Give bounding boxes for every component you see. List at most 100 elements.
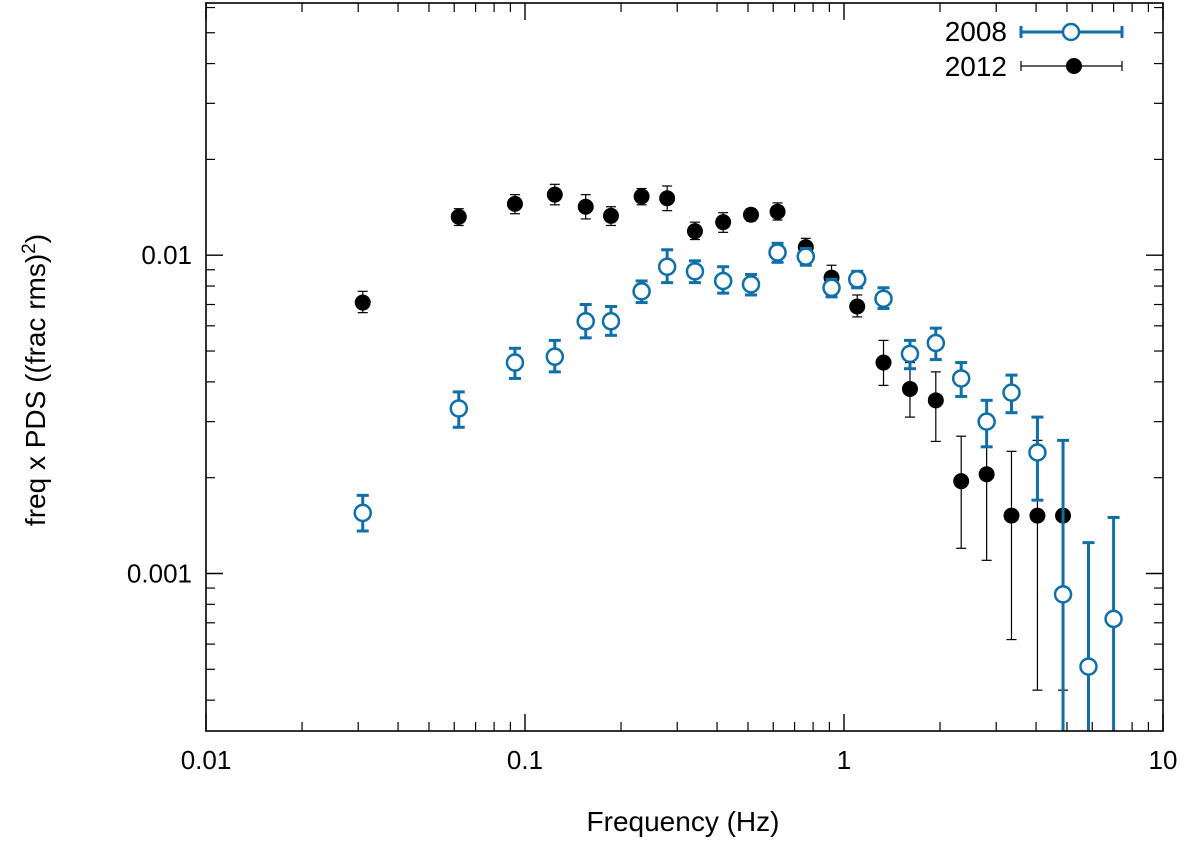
marker-open [632, 282, 651, 301]
data-point-2012 [978, 425, 995, 561]
data-point-2008 [926, 326, 946, 362]
data-point-2012 [546, 183, 563, 206]
data-point-2008 [353, 493, 372, 533]
data-point-2012 [686, 221, 703, 241]
data-point-2008 [713, 265, 733, 295]
data-point-2008 [1002, 373, 1021, 415]
marker-open [977, 412, 996, 431]
marker-filled [1003, 507, 1020, 524]
marker-open [545, 347, 565, 366]
marker-filled [659, 190, 676, 207]
marker-filled [506, 195, 523, 212]
data-point-2008 [847, 269, 867, 290]
data-point-2008 [685, 259, 705, 285]
data-point-2012 [849, 294, 866, 318]
data-point-2008 [576, 303, 595, 340]
data-point-2008 [601, 305, 621, 337]
marker-open [768, 243, 787, 262]
data-point-2012 [953, 435, 970, 549]
y-axis-title-superscript: 2 [19, 243, 40, 254]
marker-open [657, 257, 677, 276]
data-point-2008 [505, 346, 525, 380]
data-point-2008 [449, 390, 469, 429]
marker-open [951, 369, 971, 388]
y-tick-label: 0.01 [141, 240, 192, 270]
data-point-2008 [822, 277, 841, 299]
series-2008 [353, 241, 1123, 731]
data-point-2008 [977, 398, 996, 449]
legend-label-2008: 2008 [945, 16, 1007, 47]
data-point-2012 [769, 202, 786, 221]
y-axis-title-main: freq x PDS ((frac rms) [20, 254, 51, 526]
marker-open [926, 333, 946, 353]
marker-open [449, 399, 469, 418]
data-point-2008 [874, 286, 893, 311]
y-tick-label: 0.001 [127, 558, 192, 588]
marker-open [685, 262, 705, 281]
marker-open [874, 289, 893, 308]
data-point-2012 [875, 339, 892, 386]
data-point-2012 [1003, 450, 1020, 641]
data-point-2012 [354, 290, 371, 314]
marker-open [1028, 443, 1047, 462]
marker-filled [686, 223, 703, 240]
marker-filled [602, 207, 619, 224]
data-point-2008 [657, 248, 677, 285]
marker-open [847, 270, 867, 289]
marker-filled [875, 354, 892, 371]
data-point-2008 [545, 338, 565, 374]
data-point-2008 [768, 241, 787, 264]
marker-filled [450, 208, 467, 225]
marker-filled [849, 298, 866, 315]
marker-filled [577, 198, 594, 215]
marker-open [741, 275, 761, 294]
x-axis-title: Frequency (Hz) [587, 806, 780, 837]
legend-label-2012: 2012 [945, 51, 1007, 82]
marker-open [1002, 383, 1021, 402]
data-point-2008 [951, 361, 971, 398]
marker-filled [633, 188, 650, 205]
data-point-2008 [1028, 415, 1047, 502]
marker-open [353, 503, 372, 523]
marker-filled [927, 392, 944, 409]
data-point-2012 [506, 194, 523, 215]
data-point-2012 [577, 194, 594, 220]
x-tick-label: 1 [837, 745, 851, 775]
data-point-2008 [900, 338, 920, 371]
marker-filled [769, 203, 786, 220]
data-point-2012 [927, 371, 944, 443]
marker-open [1079, 657, 1098, 676]
plot-frame [205, 2, 1164, 732]
marker-filled [953, 473, 970, 490]
marker-open [1053, 585, 1073, 604]
marker-open [1104, 609, 1123, 629]
y-axis-title: freq x PDS ((frac rms)2) [19, 234, 51, 526]
data-point-2008 [1079, 541, 1098, 731]
x-tick-label: 10 [1149, 745, 1178, 775]
marker-open [713, 271, 733, 291]
minor-ticks [206, 3, 1163, 731]
data-point-2012 [715, 212, 732, 233]
marker-open [822, 278, 841, 298]
data-point-2012 [742, 206, 759, 223]
marker-open [601, 312, 621, 331]
x-tick-labels: 0.01 0.1 1 10 [181, 745, 1178, 775]
marker-filled [742, 206, 759, 223]
data-point-2012 [659, 185, 676, 212]
marker-open [576, 312, 595, 331]
marker-open [796, 247, 816, 266]
marker-filled [901, 380, 918, 397]
marker-filled [715, 214, 732, 231]
data-point-2012 [901, 361, 918, 418]
marker-open [505, 353, 525, 372]
marker-filled [546, 186, 563, 203]
marker-filled [978, 466, 995, 483]
data-point-2008 [632, 279, 651, 305]
x-tick-label: 0.1 [507, 745, 543, 775]
data-point-2008 [1104, 515, 1123, 731]
legend-marker-2008 [1061, 22, 1081, 42]
data-point-2012 [633, 187, 650, 206]
x-tick-label: 0.01 [181, 745, 232, 775]
